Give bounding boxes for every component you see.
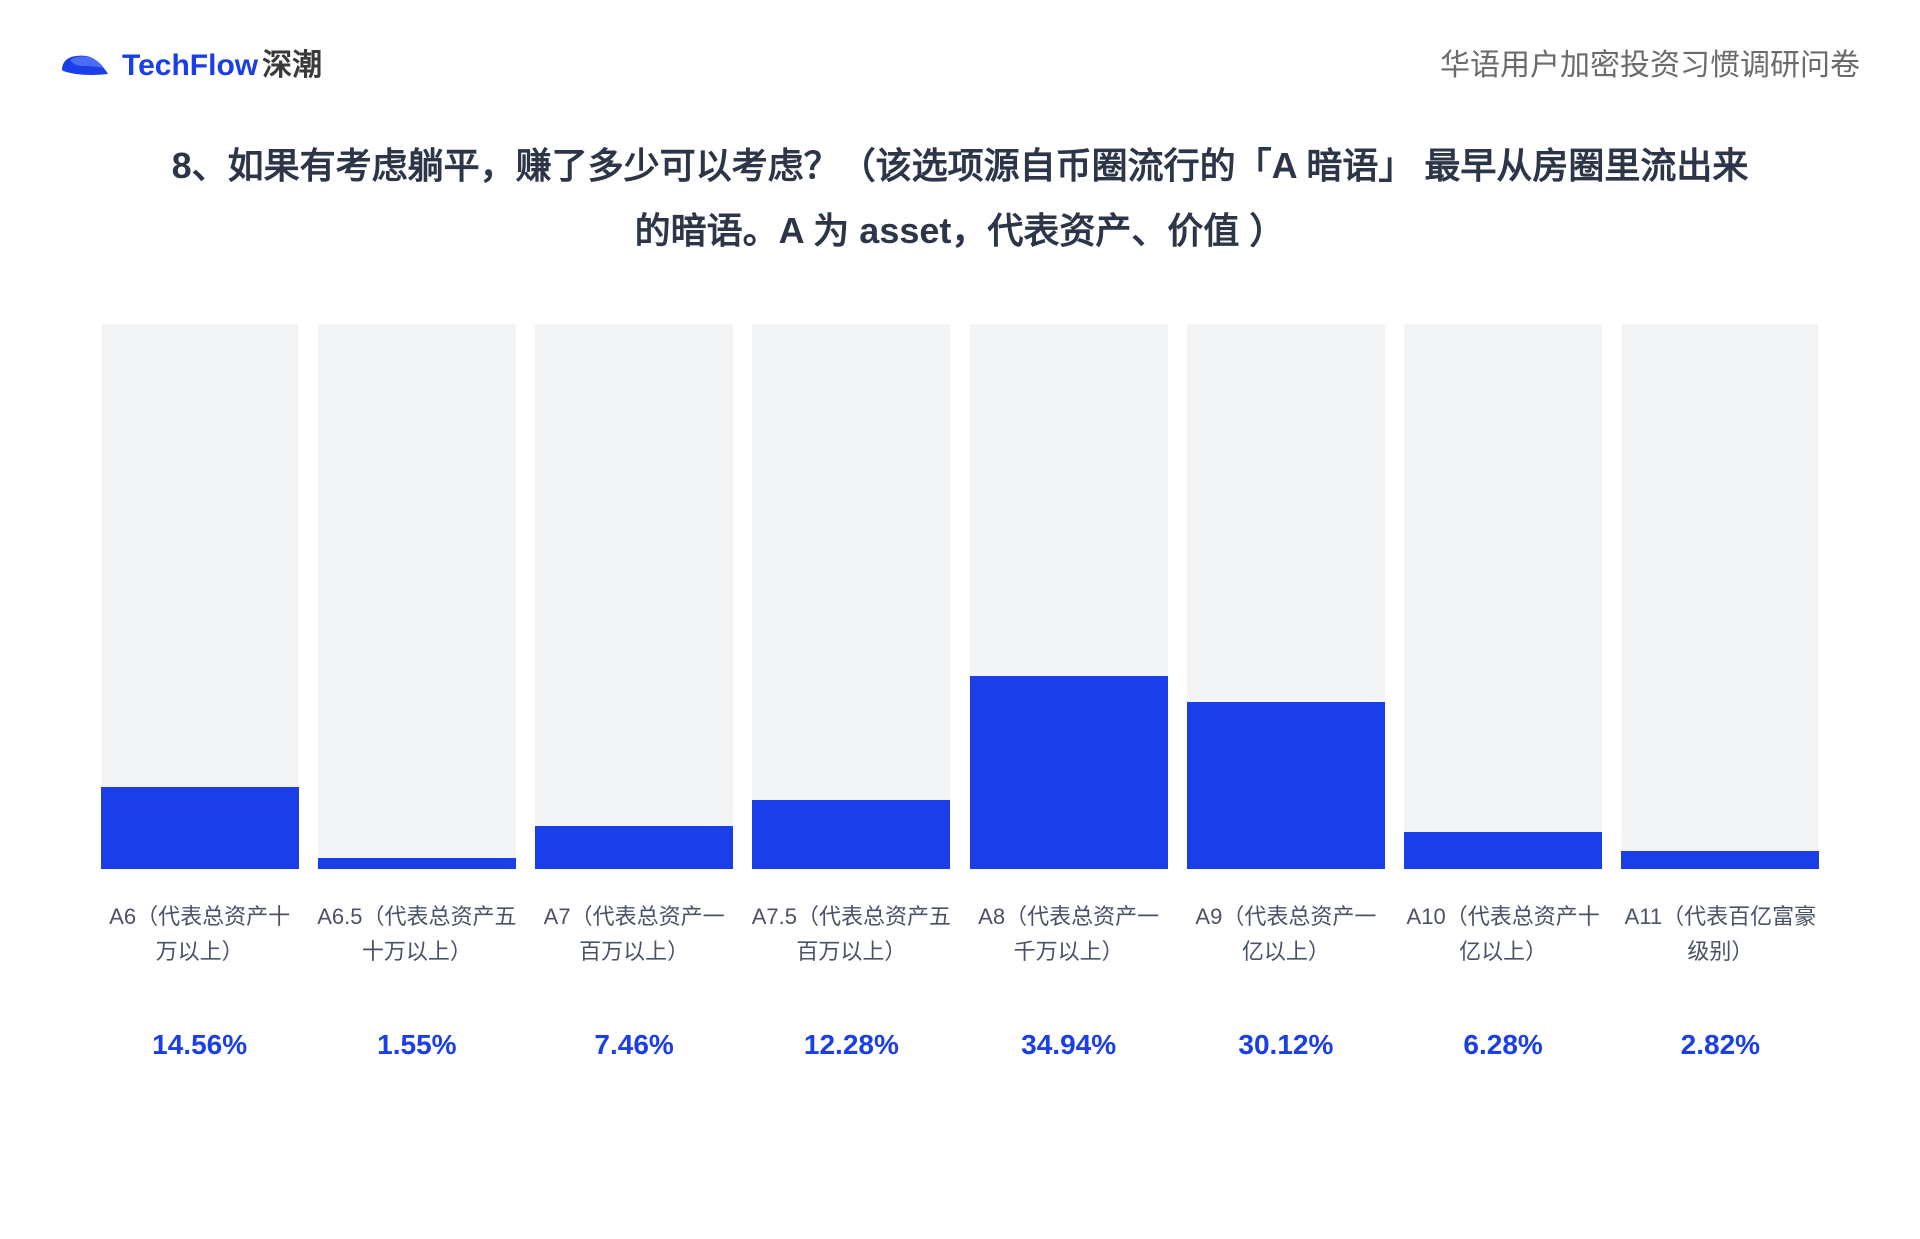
category-label: A11（代表百亿富豪级别） [1621,899,1820,1009]
value-label: 6.28% [1463,1029,1542,1061]
bar-group: A10（代表总资产十亿以上） 6.28% [1404,324,1603,1061]
bar-fill [535,826,733,867]
bar-fill [101,787,299,866]
bar-track [1404,324,1602,869]
bar-group: A9（代表总资产一亿以上） 30.12% [1186,324,1385,1061]
header-subtitle: 华语用户加密投资习惯调研问卷 [1440,40,1860,84]
bar-group: A11（代表百亿富豪级别） 2.82% [1621,324,1820,1061]
bar-fill [970,676,1168,866]
category-label: A7.5（代表总资产五百万以上） [752,899,951,1009]
bar-track [1187,324,1385,869]
bar-fill [752,800,950,867]
page-header: TechFlow深潮 华语用户加密投资习惯调研问卷 [60,40,1860,84]
bar-track [752,324,950,869]
value-label: 14.56% [152,1029,247,1061]
bar-track [970,324,1168,869]
bar-group: A6.5（代表总资产五十万以上） 1.55% [317,324,516,1061]
value-label: 12.28% [804,1029,899,1061]
question-title: 8、如果有考虑躺平，赚了多少可以考虑？（该选项源自币圈流行的「A 暗语」 最早从… [160,134,1760,264]
bar-group: A6（代表总资产十万以上） 14.56% [100,324,299,1061]
category-label: A10（代表总资产十亿以上） [1404,899,1603,1009]
bar-track [101,324,299,869]
category-label: A7（代表总资产一百万以上） [535,899,734,1009]
category-label: A8（代表总资产一千万以上） [969,899,1168,1009]
category-label: A6.5（代表总资产五十万以上） [317,899,516,1009]
bar-track [535,324,733,869]
value-label: 2.82% [1681,1029,1760,1061]
bar-group: A7（代表总资产一百万以上） 7.46% [535,324,734,1061]
value-label: 30.12% [1238,1029,1333,1061]
bar-fill [1187,702,1385,866]
bar-track [1621,324,1819,869]
value-label: 7.46% [594,1029,673,1061]
techflow-logo-icon [60,46,110,78]
value-label: 34.94% [1021,1029,1116,1061]
logo-text-cn: 深潮 [262,49,322,82]
value-label: 1.55% [377,1029,456,1061]
logo-text-en: TechFlow深潮 [122,40,322,84]
bar-group: A8（代表总资产一千万以上） 34.94% [969,324,1168,1061]
bar-fill [318,858,516,866]
category-label: A9（代表总资产一亿以上） [1186,899,1385,1009]
logo-container: TechFlow深潮 [60,40,322,84]
bar-fill [1621,851,1819,866]
category-label: A6（代表总资产十万以上） [100,899,299,1009]
bar-group: A7.5（代表总资产五百万以上） 12.28% [752,324,951,1061]
bar-chart: A6（代表总资产十万以上） 14.56% A6.5（代表总资产五十万以上） 1.55%… [60,324,1860,1061]
bar-track [318,324,516,869]
bar-fill [1404,832,1602,866]
